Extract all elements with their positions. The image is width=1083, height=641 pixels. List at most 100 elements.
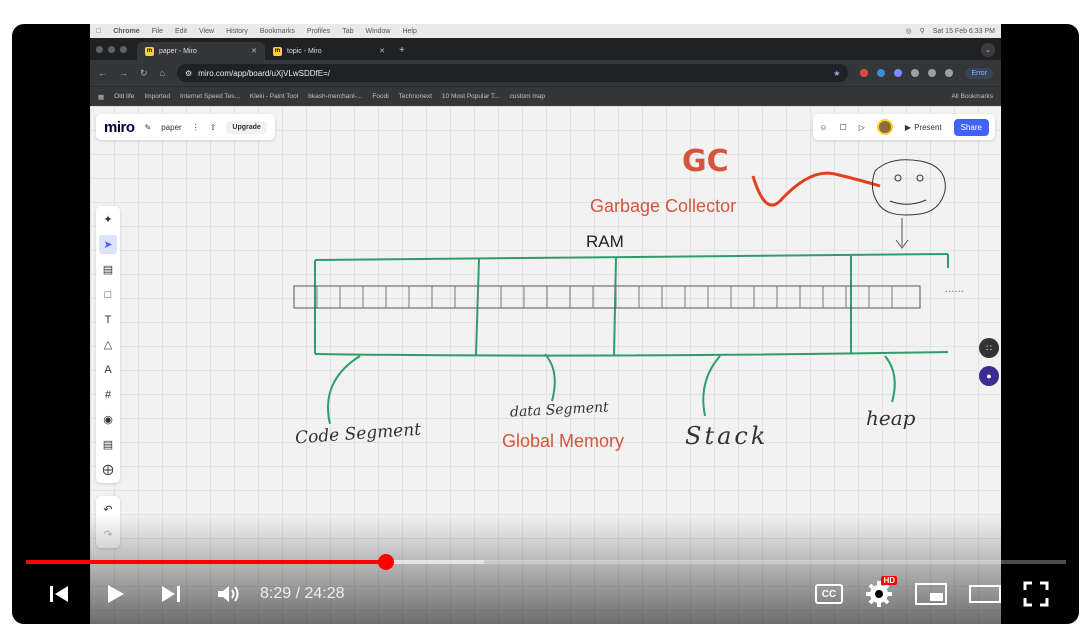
play-icon [108, 585, 124, 603]
player-right-controls: CC HD [815, 574, 1049, 614]
extension-icon [877, 69, 886, 77]
stack-label: Stack [685, 422, 769, 450]
close-window-icon [96, 45, 103, 53]
undo-icon: ↶ [103, 504, 113, 516]
sticky-note-icon: □ [104, 288, 112, 301]
present-button: ▶ Present [905, 123, 942, 132]
all-bookmarks: All Bookmarks [951, 93, 993, 100]
theater-mode-button[interactable] [969, 574, 1001, 614]
settings-button[interactable]: HD [865, 576, 897, 608]
address-bar: ← → ↻ ⌂ ⚙ miro.com/app/board/uXjVLwSDDfE… [90, 60, 1001, 86]
present-label: Present [914, 122, 942, 132]
garbage-collector-label: Garbage Collector [590, 196, 737, 216]
palette-icon: ◉ [103, 414, 113, 426]
menubar-item-bookmarks: Bookmarks [254, 27, 295, 35]
bookmark-item: bkash-merchant-... [308, 93, 363, 100]
avatar [876, 119, 893, 135]
captions-button[interactable]: CC [815, 584, 843, 604]
mac-menubar:  Chrome File Edit View History Bookmark… [90, 24, 1001, 38]
profile-icon [945, 69, 954, 77]
progress-bar[interactable] [26, 554, 1066, 570]
menubar-item-edit: Edit [169, 27, 187, 35]
board-name: paper [161, 122, 182, 132]
miro-collab-toolbar: ☺ ☐ ▷ ▶ Present Share [813, 114, 995, 140]
global-memory-label: Global Memory [502, 431, 625, 451]
video-call-icon: ▷ [858, 122, 865, 132]
text-tool-icon: T [104, 313, 112, 326]
miniplayer-icon [915, 583, 947, 605]
miro-favicon-icon: m [145, 46, 154, 56]
pencil-icon: ✎ [144, 122, 152, 132]
apple-icon:  [96, 28, 101, 35]
bookmark-item: 10 Most Popular T... [441, 93, 500, 100]
gc-label: GC [682, 144, 729, 179]
home-icon: ⌂ [159, 68, 165, 78]
bookmark-item: Internet Speed Tes... [180, 93, 240, 100]
chrome-tab-strip: m paper - Miro ✕ m topic - Miro ✕ + ⌄ [90, 38, 1001, 60]
apps-grid-icon: ∷ [979, 338, 999, 358]
comment-tool-icon: ▤ [102, 439, 114, 451]
gear-icon [866, 581, 892, 607]
right-side-widgets: ∷ ● [979, 338, 999, 386]
miro-favicon-icon: m [273, 46, 282, 56]
extension-icon [860, 69, 869, 77]
wifi-icon: ◎ [905, 28, 912, 35]
time-display: 8:29 / 24:28 [260, 585, 345, 602]
video-player[interactable]:  Chrome File Edit View History Bookmark… [12, 24, 1079, 624]
bookmark-star-icon: ★ [833, 68, 841, 78]
mute-button[interactable] [216, 574, 242, 614]
back-icon: ← [98, 68, 107, 78]
menubar-item-history: History [220, 27, 248, 35]
fullscreen-icon [1023, 581, 1049, 607]
miro-tool-palette: ✦ ➤ ▤ □ T △ A # ◉ ▤ ⨁ [96, 206, 120, 483]
menubar-item-window: Window [360, 27, 391, 35]
tab-topic-miro: m topic - Miro ✕ [265, 42, 393, 60]
comment-icon: ☐ [839, 122, 847, 132]
ai-sparkle-icon: ✦ [103, 214, 113, 226]
previous-button[interactable] [48, 574, 70, 614]
export-icon: ⇧ [209, 122, 217, 132]
skip-previous-icon [50, 586, 68, 602]
menubar-item-help: Help [397, 27, 416, 35]
hd-badge: HD [881, 576, 897, 585]
search-icon: ⚲ [919, 28, 925, 35]
scrubber-handle[interactable] [377, 554, 394, 570]
ellipsis-label: ...... [945, 284, 965, 295]
close-tab-icon: ✕ [379, 48, 385, 55]
extensions [860, 69, 954, 77]
site-info-icon: ⚙ [184, 68, 193, 78]
url-text: miro.com/app/board/uXjVLwSDDfE=/ [198, 68, 330, 78]
assistant-icon: ● [979, 366, 999, 386]
maximize-window-icon [120, 45, 127, 53]
ram-diagram [293, 159, 949, 425]
bookmark-item: Old life [114, 93, 135, 100]
menubar-item-profiles: Profiles [301, 27, 330, 35]
select-tool-icon: ➤ [99, 235, 117, 254]
pen-icon: A [104, 363, 112, 376]
forward-icon: → [119, 68, 128, 78]
reactions-icon: ☺ [819, 122, 828, 132]
more-icon: ⋮ [191, 122, 200, 132]
miro-logo: miro [104, 118, 135, 136]
bookmark-item: Foodi [372, 93, 389, 100]
download-icon [928, 69, 937, 77]
bookmark-item: Technonext [398, 93, 432, 100]
frame-icon: # [104, 388, 112, 401]
controls-gradient [12, 514, 1079, 624]
fullscreen-button[interactable] [1023, 574, 1049, 614]
play-button[interactable] [104, 574, 126, 614]
miro-board-header: miro ✎ paper ⋮ ⇧ Upgrade [96, 114, 275, 140]
miniplayer-button[interactable] [915, 574, 947, 614]
next-button[interactable] [160, 574, 182, 614]
theater-icon [969, 585, 1001, 603]
window-controls [96, 38, 127, 60]
player-controls: 8:29 / 24:28 CC HD [12, 574, 1079, 614]
heap-label: heap [866, 406, 916, 430]
new-tab-icon: + [399, 45, 405, 56]
reload-icon: ↻ [140, 67, 148, 78]
progress-played [26, 560, 386, 564]
bookmark-item: Kleki - Paint Tool [249, 93, 299, 100]
ram-label: RAM [586, 232, 624, 251]
apps-icon: ▦ [98, 93, 105, 101]
templates-icon: ▤ [102, 264, 114, 276]
